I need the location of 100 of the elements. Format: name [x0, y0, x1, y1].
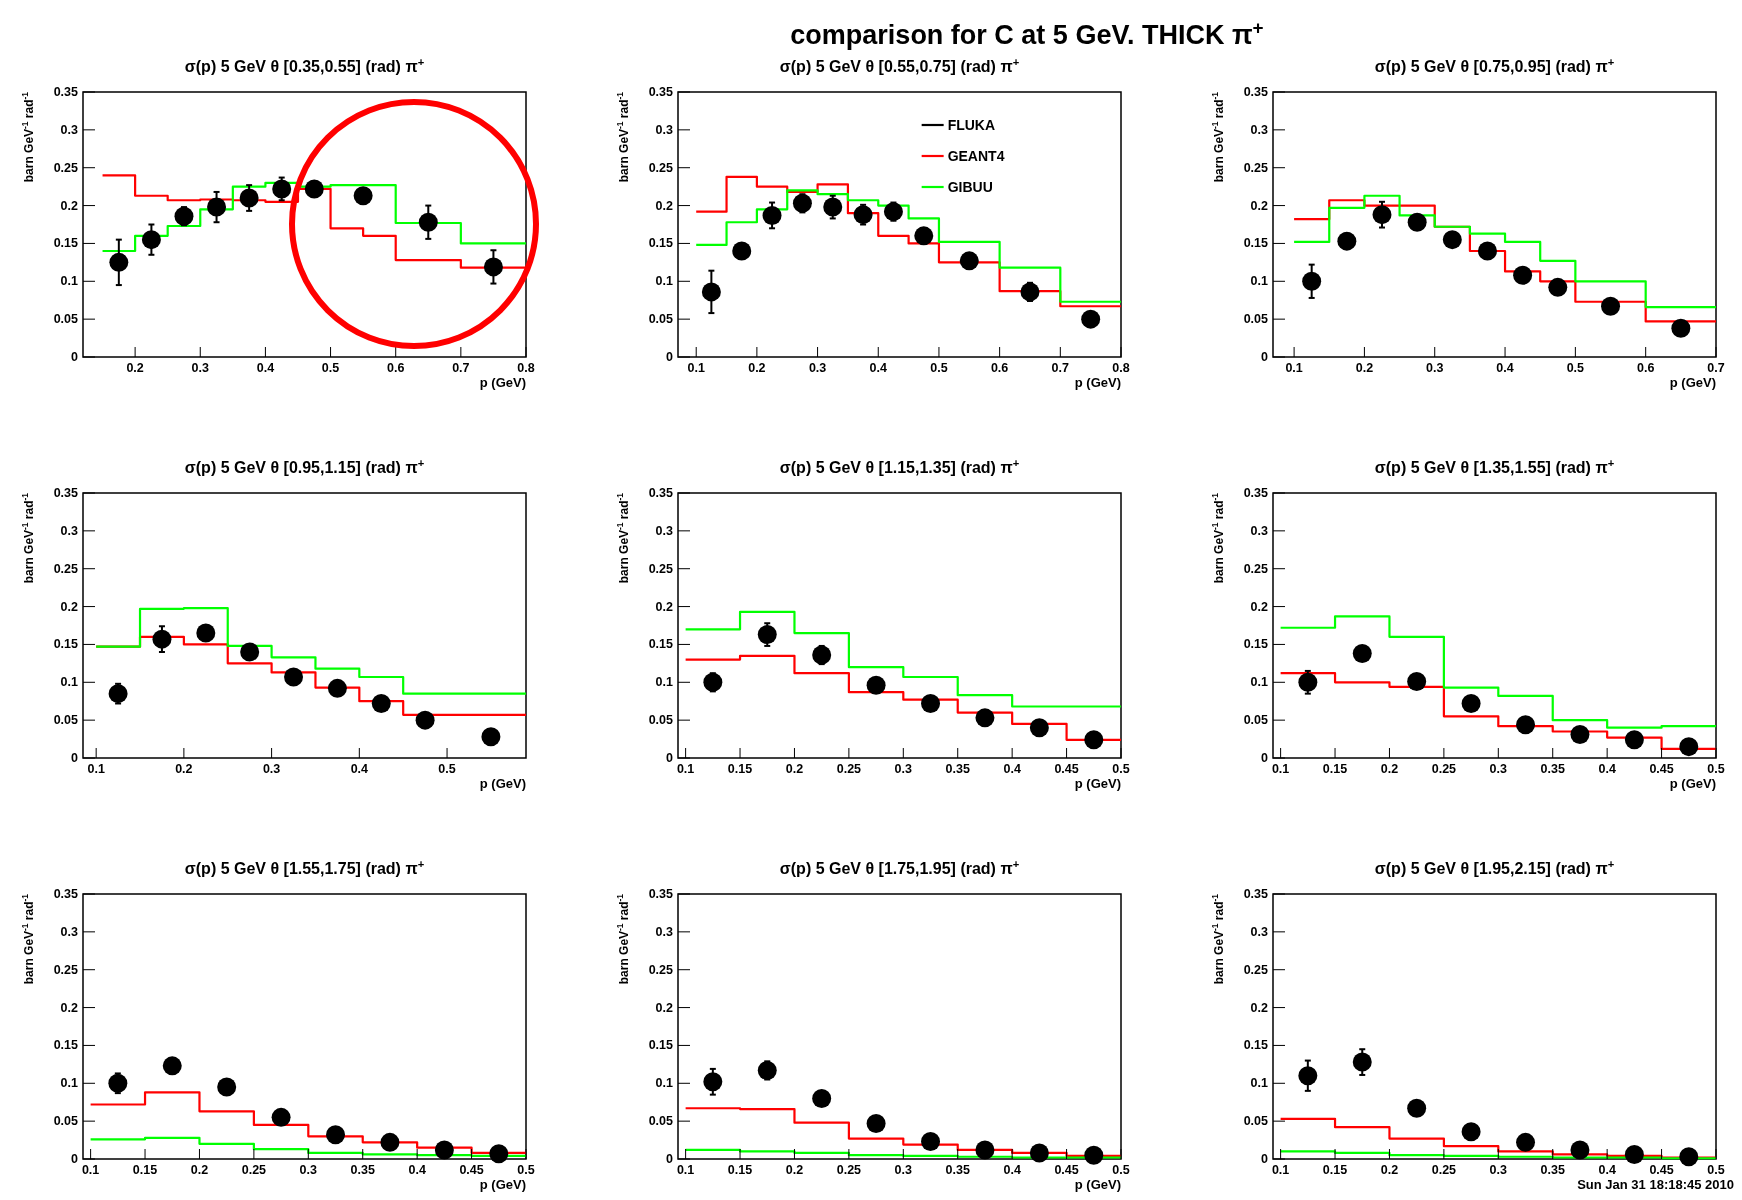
legend-label: GEANT4 — [947, 148, 1005, 164]
x-tick-label: 0.5 — [1707, 1163, 1725, 1177]
x-tick-label: 0.2 — [126, 361, 144, 375]
y-tick-label: 0 — [71, 350, 79, 364]
chart-title: σ(p) 5 GeV θ [1.35,1.55] (rad) π$^{+}$ — [1374, 457, 1615, 476]
point — [1302, 271, 1322, 291]
y-tick-label: 0 — [666, 751, 674, 765]
x-tick-label: 0.4 — [350, 762, 369, 776]
y-tick-label: 0.25 — [648, 160, 674, 175]
point — [162, 1056, 182, 1076]
x-tick-label: 0.8 — [517, 361, 535, 375]
y-tick-label: 0.05 — [53, 1114, 79, 1129]
point — [1298, 1066, 1318, 1086]
x-tick-label: 0.3 — [191, 361, 209, 375]
point — [1570, 1140, 1590, 1160]
chart-title: σ(p) 5 GeV θ [0.35,0.55] (rad) π$^{+}$ — [184, 56, 425, 75]
y-tick-label: 0.15 — [648, 637, 674, 652]
x-tick-label: 0.3 — [262, 762, 281, 776]
point — [1679, 1147, 1699, 1167]
point — [921, 1132, 941, 1152]
point — [921, 693, 941, 713]
y-tick-label: 0.2 — [1250, 198, 1269, 213]
point — [1020, 282, 1040, 302]
point — [483, 257, 503, 277]
y-tick-label: 0.1 — [655, 1076, 674, 1091]
x-tick-label: 0.15 — [1322, 1163, 1348, 1177]
point — [141, 230, 161, 250]
x-tick-label: 0.25 — [241, 1163, 267, 1177]
point — [1516, 1132, 1536, 1152]
y-tick-label: 0.05 — [1243, 713, 1269, 728]
point — [1624, 1144, 1644, 1164]
point — [853, 205, 873, 225]
y-tick-label: 0.25 — [53, 160, 79, 175]
y-tick-label: 0.05 — [648, 713, 674, 728]
point — [1029, 718, 1049, 738]
x-tick-label: 0.25 — [1431, 762, 1457, 776]
x-tick-label: 0.1 — [1271, 762, 1290, 776]
point — [1671, 318, 1691, 338]
text: comparison for C at 5 GeV. THICK π$^{+}$ — [790, 16, 1264, 50]
y-tick-label: 0 — [71, 1152, 79, 1166]
x-tick-label: 0.4 — [1003, 1163, 1021, 1177]
y-tick-label: 0.15 — [53, 236, 79, 251]
x-tick-label: 0.5 — [1112, 762, 1130, 776]
point — [371, 693, 391, 713]
x-axis-title: p (GeV) — [479, 375, 526, 390]
y-tick-label: 0.25 — [648, 962, 674, 977]
point — [1461, 1122, 1481, 1142]
x-tick-label: 0.3 — [808, 361, 827, 375]
y-tick-label: 0.1 — [655, 274, 674, 289]
y-tick-label: 0.35 — [648, 887, 674, 901]
point — [327, 678, 347, 698]
point — [434, 1140, 454, 1160]
point — [353, 186, 373, 206]
point — [757, 1060, 777, 1080]
y-tick-label: 0.2 — [655, 198, 674, 213]
y-tick-label: 0.2 — [655, 599, 674, 614]
y-tick-label: 0.25 — [1243, 962, 1269, 977]
legend-label: FLUKA — [947, 117, 996, 133]
y-tick-label: 0 — [1261, 350, 1269, 364]
point — [1679, 737, 1699, 757]
y-tick-label: 0.15 — [53, 1038, 79, 1053]
point — [1570, 725, 1590, 745]
y-tick-label: 0.3 — [60, 122, 79, 137]
x-tick-label: 0.1 — [1285, 361, 1303, 375]
y-tick-label: 0.15 — [1243, 236, 1269, 251]
x-tick-label: 0.45 — [1054, 762, 1079, 776]
y-tick-label: 0.1 — [1250, 274, 1269, 289]
point — [1372, 205, 1392, 225]
chart-title: σ(p) 5 GeV θ [0.55,0.75] (rad) π$^{+}$ — [779, 56, 1020, 75]
y-tick-label: 0.3 — [1250, 122, 1269, 137]
y-tick-label: 0.1 — [655, 675, 674, 690]
x-tick-label: 0.8 — [1112, 361, 1130, 375]
point — [975, 1140, 995, 1160]
point — [481, 727, 501, 747]
point — [217, 1077, 237, 1097]
x-tick-label: 0.1 — [81, 1163, 100, 1177]
x-tick-label: 0.5 — [517, 1163, 535, 1177]
point — [1084, 730, 1104, 750]
y-tick-label: 0.25 — [53, 962, 79, 977]
x-tick-label: 0.7 — [452, 361, 470, 375]
x-tick-label: 0.4 — [408, 1163, 426, 1177]
y-tick-label: 0.05 — [1243, 312, 1269, 327]
x-axis-title: p (GeV) — [1074, 1177, 1121, 1192]
point — [1407, 1098, 1427, 1118]
y-tick-label: 0.25 — [53, 561, 79, 576]
y-tick-label: 0.2 — [60, 1000, 79, 1015]
y-tick-label: 0.1 — [60, 274, 79, 289]
point — [703, 1072, 723, 1092]
x-tick-label: 0.4 — [1003, 762, 1021, 776]
y-tick-label: 0.25 — [1243, 160, 1269, 175]
chart-title: σ(p) 5 GeV θ [1.75,1.95] (rad) π$^{+}$ — [779, 858, 1020, 877]
point — [174, 206, 194, 226]
x-tick-label: 0.2 — [1355, 361, 1374, 375]
x-tick-label: 0.25 — [836, 762, 862, 776]
y-tick-label: 0.15 — [1243, 1038, 1269, 1053]
point — [1337, 231, 1357, 251]
x-tick-label: 0.3 — [1426, 361, 1444, 375]
x-tick-label: 0.4 — [1496, 361, 1514, 375]
x-axis-title: p (GeV) — [1669, 776, 1716, 791]
y-tick-label: 0.3 — [655, 924, 674, 939]
